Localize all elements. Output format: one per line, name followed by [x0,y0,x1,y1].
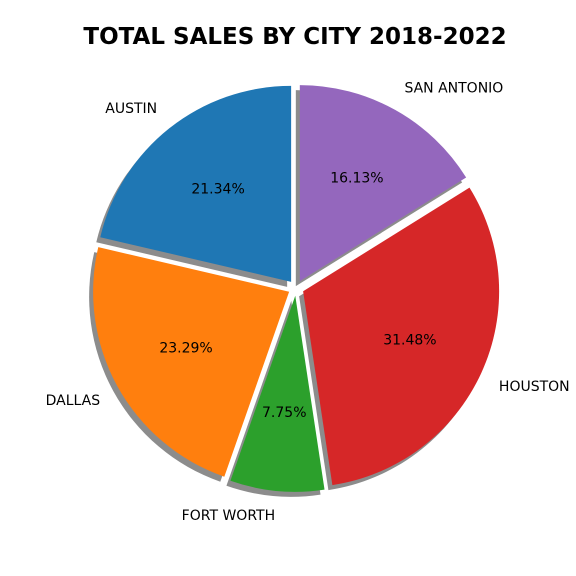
pie-slice-dallas [93,247,290,477]
slice-label-austin: AUSTIN [105,101,157,117]
pie-slice-austin [100,85,292,282]
chart-title: TOTAL SALES BY CITY 2018-2022 [83,24,506,50]
percent-label-fort-worth: 7.75% [262,405,306,421]
percent-label-houston: 31.48% [383,333,436,349]
slice-label-fort-worth: FORT WORTH [182,508,275,524]
slice-label-dallas: DALLAS [46,393,101,409]
pie-slice-houston [303,187,500,486]
pie-slice-san-antonio [299,85,467,282]
percent-label-austin: 21.34% [191,182,244,198]
slice-labels: AUSTIN 21.34% DALLAS 23.29% FORT WORTH 7.75% H… [46,81,570,524]
percent-label-dallas: 23.29% [159,340,212,356]
slice-label-san-antonio: SAN ANTONIO [404,81,503,97]
percent-label-san-antonio: 16.13% [330,170,383,186]
pie-slices [93,85,500,492]
slice-label-houston: HOUSTON [499,379,570,395]
pie-slice-fort-worth [230,295,325,492]
